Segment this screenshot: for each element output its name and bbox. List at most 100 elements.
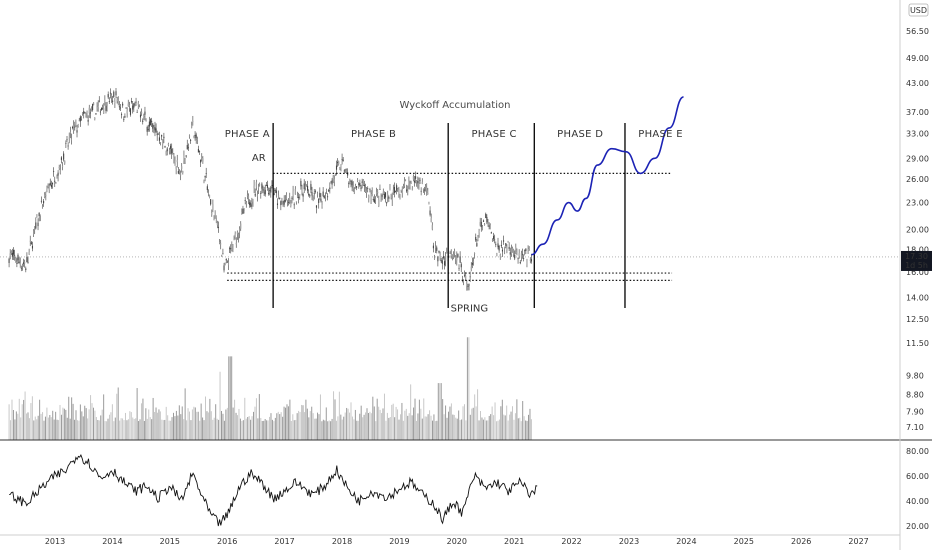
candle-body bbox=[458, 267, 460, 269]
candle bbox=[388, 195, 390, 202]
candle bbox=[266, 180, 269, 191]
candle bbox=[215, 215, 217, 224]
candle bbox=[143, 113, 145, 120]
candle-body bbox=[338, 161, 340, 164]
candle-body bbox=[119, 107, 122, 109]
candle bbox=[362, 179, 364, 187]
candle-body bbox=[254, 194, 256, 196]
candle bbox=[155, 123, 157, 134]
candle bbox=[33, 229, 35, 237]
volume-bar bbox=[276, 413, 278, 440]
candle-body bbox=[134, 105, 136, 107]
volume-bar bbox=[469, 414, 471, 440]
candle-body bbox=[237, 234, 240, 237]
candle-body bbox=[504, 247, 506, 249]
candle-body bbox=[67, 145, 69, 147]
candle-body bbox=[128, 105, 130, 107]
candle-body bbox=[418, 180, 420, 185]
candle-body bbox=[311, 192, 313, 196]
volume-bar bbox=[85, 408, 87, 440]
volume-bar bbox=[260, 417, 262, 440]
volume-bar bbox=[79, 404, 81, 440]
volume-bar bbox=[450, 403, 452, 440]
candle-body bbox=[61, 165, 64, 168]
candle-body bbox=[223, 265, 225, 271]
candle-body bbox=[255, 182, 257, 188]
candle-body bbox=[352, 185, 354, 189]
candle bbox=[319, 187, 321, 200]
volume-bar bbox=[59, 404, 61, 440]
candle bbox=[397, 187, 399, 193]
candle-body bbox=[213, 215, 215, 219]
candle-body bbox=[205, 173, 207, 175]
candle bbox=[131, 97, 133, 104]
candle bbox=[408, 176, 410, 190]
candle bbox=[430, 213, 432, 223]
candle-body bbox=[345, 170, 348, 174]
candle bbox=[484, 223, 486, 226]
volume-bar bbox=[439, 383, 441, 440]
candle bbox=[227, 258, 230, 271]
volume-bar bbox=[331, 418, 333, 440]
candle bbox=[254, 188, 256, 198]
candle-body bbox=[59, 169, 61, 174]
candle bbox=[244, 197, 246, 205]
candle-body bbox=[312, 195, 314, 197]
candle bbox=[216, 220, 218, 229]
candle-body bbox=[349, 183, 351, 185]
candle bbox=[485, 212, 487, 219]
candle-body bbox=[216, 222, 218, 226]
volume-bar bbox=[140, 403, 142, 440]
candle bbox=[141, 108, 143, 116]
candle-body bbox=[51, 182, 54, 185]
candle bbox=[21, 263, 23, 271]
volume-bar bbox=[516, 399, 518, 440]
candle-body bbox=[177, 171, 179, 174]
candle bbox=[394, 190, 397, 193]
candle-body bbox=[392, 189, 394, 194]
volume-bar bbox=[114, 417, 116, 440]
candle bbox=[307, 180, 309, 194]
candle-body bbox=[295, 201, 297, 203]
candle-body bbox=[377, 192, 379, 194]
candle-body bbox=[290, 202, 292, 206]
candle bbox=[474, 252, 476, 259]
annotation-label: SPRING bbox=[451, 304, 489, 315]
candle-body bbox=[296, 195, 299, 197]
volume-bar bbox=[90, 395, 92, 440]
candle-body bbox=[403, 180, 406, 187]
osc-tick-label: 60.00 bbox=[906, 472, 929, 481]
candle-body bbox=[455, 257, 457, 260]
candle-body bbox=[308, 193, 310, 195]
candle-body bbox=[387, 194, 389, 198]
volume-bar bbox=[8, 404, 10, 440]
candle bbox=[138, 104, 140, 108]
volume-bar bbox=[411, 415, 413, 440]
volume-bar bbox=[53, 419, 55, 440]
volume-bar bbox=[292, 414, 294, 440]
candle-body bbox=[421, 181, 423, 184]
candle bbox=[402, 183, 404, 189]
volume-bar bbox=[443, 414, 445, 440]
candle-body bbox=[409, 183, 411, 187]
candle bbox=[409, 180, 411, 190]
volume-bar bbox=[194, 407, 196, 440]
candle-body bbox=[121, 114, 123, 116]
candle-body bbox=[156, 133, 158, 136]
candle bbox=[325, 188, 328, 194]
candle-body bbox=[307, 185, 309, 191]
candle bbox=[43, 199, 45, 207]
x-tick-label: 2027 bbox=[848, 537, 868, 546]
volume-bar bbox=[498, 419, 500, 440]
candle bbox=[212, 199, 214, 213]
candle-body bbox=[457, 254, 459, 258]
volume-bar bbox=[510, 411, 512, 440]
candle-body bbox=[154, 127, 156, 131]
volume-bar bbox=[232, 407, 234, 440]
volume-bar bbox=[55, 411, 57, 440]
candle bbox=[49, 178, 51, 186]
x-tick-label: 2026 bbox=[791, 537, 811, 546]
volume-bar bbox=[488, 415, 490, 440]
candle bbox=[44, 192, 46, 199]
